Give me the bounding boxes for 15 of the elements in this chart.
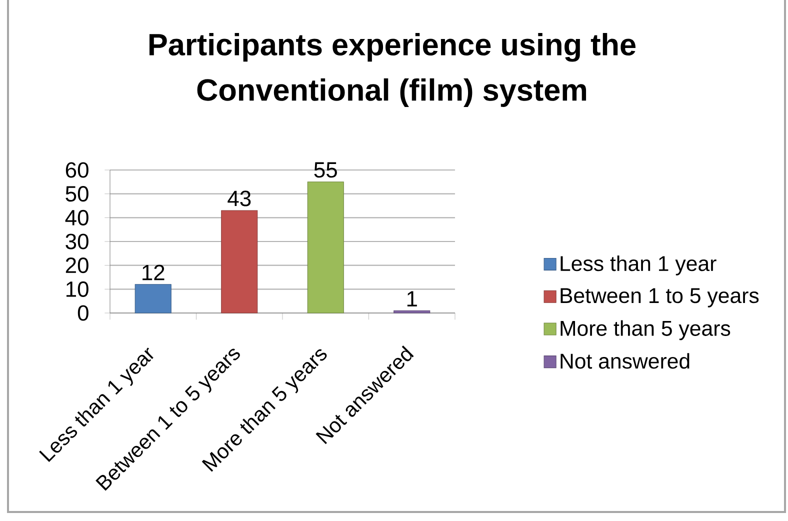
y-tick-label: 30 xyxy=(66,234,88,250)
data-label: 43 xyxy=(228,190,251,206)
legend-label: Less than 1 year xyxy=(560,255,716,276)
y-tick-label: 60 xyxy=(66,162,88,178)
y-tick-label: 10 xyxy=(66,281,88,297)
legend-label: Between 1 to 5 years xyxy=(560,288,759,308)
y-tick-label: 40 xyxy=(65,210,88,226)
legend-label: More than 5 years xyxy=(560,320,730,340)
data-label: 12 xyxy=(142,264,164,280)
y-tick-label: 20 xyxy=(66,258,88,274)
chart-title: Participants experience using the Conventional (film) system xyxy=(149,33,636,107)
data-label: 55 xyxy=(314,162,337,178)
y-tick-label: 0 xyxy=(78,305,88,321)
data-label: 1 xyxy=(407,291,417,306)
y-tick-label: 50 xyxy=(66,186,88,202)
